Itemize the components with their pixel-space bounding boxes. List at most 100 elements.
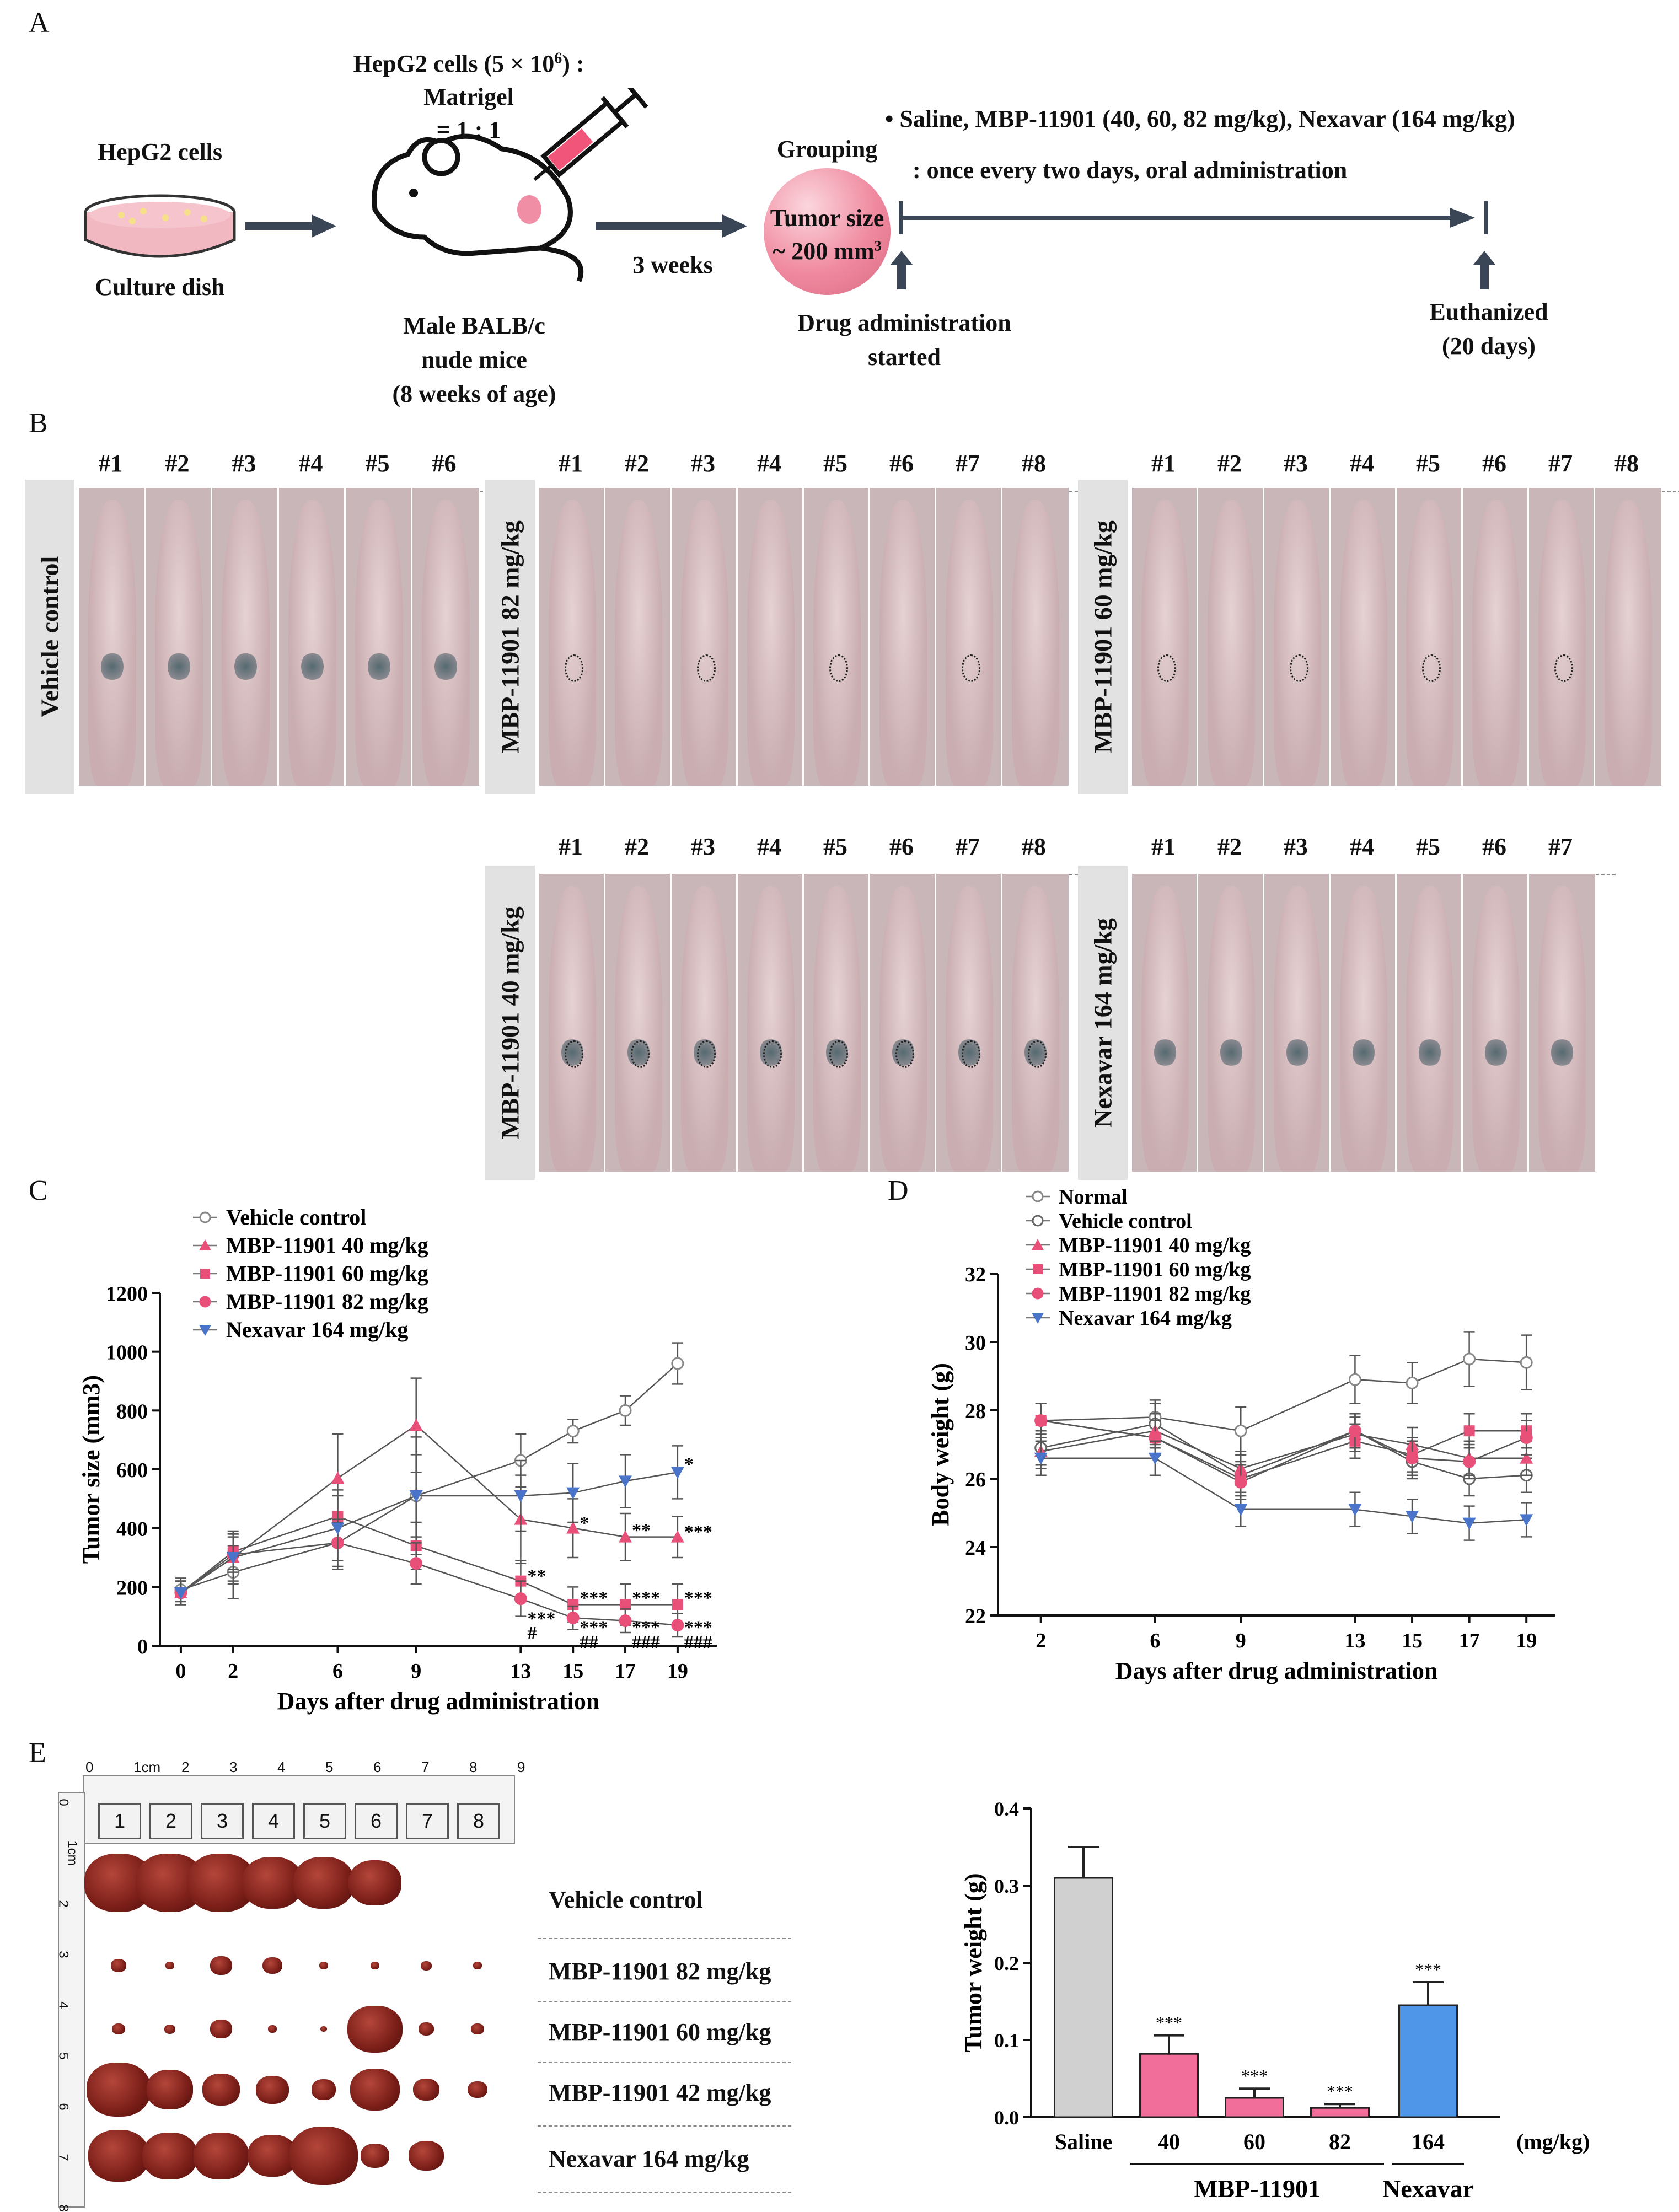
data-point	[566, 1611, 580, 1624]
mouse-body	[945, 500, 994, 786]
tumor-spot	[1286, 1038, 1309, 1067]
x-tick-label: 17	[1459, 1629, 1480, 1652]
tumor-size-circle	[764, 168, 891, 295]
significance-mark: ###	[684, 1632, 712, 1652]
data-point	[1234, 1424, 1247, 1437]
mouse-number: #3	[691, 833, 715, 860]
mouse-photo	[1001, 488, 1069, 786]
mouse-number: #4	[1350, 450, 1374, 477]
tumor-outline	[829, 654, 849, 682]
drug-start-label-2: started	[868, 343, 941, 371]
significance-mark: **	[527, 1566, 546, 1586]
mouse-number: #7	[1548, 833, 1573, 860]
tumor-outline	[630, 1040, 650, 1068]
mouse-photo	[1263, 874, 1331, 1172]
bar	[1054, 1877, 1113, 2118]
mouse-body	[1472, 500, 1520, 786]
y-tick-label: 0.4	[994, 1798, 1019, 1820]
tumor-outline	[696, 1040, 716, 1068]
tumor-specimen	[210, 2020, 232, 2038]
mouse-body	[1273, 500, 1322, 786]
dashed-divider	[538, 2125, 791, 2127]
significance-mark: ***	[1415, 1959, 1441, 1979]
sample-number-box: 1	[98, 1803, 141, 1839]
timeline-arrow	[899, 201, 1488, 234]
data-point	[410, 1557, 423, 1570]
mouse-number: #6	[889, 450, 914, 477]
significance-mark: ***	[580, 1617, 608, 1637]
culture-dish-icon	[84, 194, 236, 258]
mouse-number: #2	[1217, 833, 1242, 860]
y-tick-label: 1000	[106, 1341, 148, 1365]
sample-number-box: 3	[201, 1803, 244, 1839]
x-axis-title: Days after drug administration	[277, 1688, 600, 1715]
mouse-photo	[1263, 488, 1331, 786]
sample-number-box: 2	[149, 1803, 192, 1839]
data-point	[199, 1325, 211, 1336]
mouse-body	[813, 885, 861, 1172]
group-label-tab: MBP-11901 40 mg/kg	[485, 866, 535, 1180]
y-tick-label: 0.0	[994, 2107, 1019, 2129]
mouse-body	[288, 500, 337, 786]
y-axis-title: Tumor weight (g)	[960, 1873, 987, 2052]
x-tick-label: Saline	[1055, 2129, 1112, 2154]
tumor-specimen	[347, 2005, 403, 2053]
tumor-specimen	[319, 1962, 328, 1969]
ruler-tick-label: 0	[56, 1798, 71, 1806]
tumor-outline	[564, 1040, 584, 1068]
mouse-photo	[736, 874, 804, 1172]
tumor-specimen	[293, 1857, 354, 1909]
mouse-body	[1339, 885, 1388, 1172]
data-point	[566, 1487, 580, 1500]
series-4	[174, 1445, 684, 1606]
ruler-tick-label: 4	[277, 1759, 286, 1775]
y-tick-label: 0.1	[994, 2030, 1019, 2052]
legend-entry: Normal	[1059, 1185, 1128, 1209]
y-tick-label: 0	[137, 1635, 148, 1658]
mouse-number: #6	[889, 833, 914, 860]
mouse-photo	[604, 488, 672, 786]
tumor-outline	[1027, 1040, 1047, 1068]
tumor-specimen	[147, 2070, 193, 2109]
legend-entry: Nexavar 164 mg/kg	[226, 1317, 408, 1342]
significance-mark: *	[684, 1454, 694, 1474]
mouse-number: #8	[1022, 450, 1046, 477]
mouse-photo	[935, 874, 1002, 1172]
ruler-left	[58, 1792, 85, 2208]
mouse-number: #8	[1614, 450, 1639, 477]
data-point	[1234, 1504, 1248, 1516]
ruler-tick-label: 1cm	[133, 1759, 161, 1775]
mouse-number: #5	[823, 450, 847, 477]
x-tick-label: 9	[1236, 1629, 1246, 1652]
ruler-tick-label: 0	[85, 1759, 94, 1775]
ruler-top	[83, 1775, 515, 1844]
x-tick-label: 82	[1329, 2129, 1351, 2154]
series-1	[1034, 1403, 1533, 1497]
tumor-specimen	[350, 2068, 400, 2111]
x-tick-label: 13	[510, 1660, 531, 1683]
significance-mark: *	[580, 1513, 589, 1533]
mouse-number: #3	[1284, 833, 1308, 860]
tumor-outline	[895, 1040, 915, 1068]
tumor-specimen	[111, 1959, 126, 1972]
legend-entry: MBP-11901 82 mg/kg	[1059, 1282, 1251, 1306]
mouse-number: #7	[1548, 450, 1573, 477]
panel-label-e: E	[29, 1737, 46, 1769]
mouse-photo	[277, 488, 346, 786]
tumor-size-label-1: Tumor size	[770, 205, 884, 232]
mouse-body	[421, 500, 470, 786]
mouse-body	[879, 885, 927, 1172]
series-line	[180, 1516, 678, 1606]
y-tick-label: 600	[116, 1459, 148, 1482]
mouse-body	[614, 885, 663, 1172]
y-tick-label: 400	[116, 1518, 148, 1541]
x-tick-label: 40	[1158, 2129, 1180, 2154]
tumor-specimen	[471, 2023, 484, 2035]
data-point	[409, 1419, 423, 1431]
tumor-specimen	[320, 2026, 327, 2032]
legend-entry: MBP-11901 60 mg/kg	[226, 1261, 428, 1286]
tumor-specimen	[242, 1857, 303, 1909]
tumor-specimen	[268, 2025, 277, 2033]
mouse-photo	[211, 488, 279, 786]
